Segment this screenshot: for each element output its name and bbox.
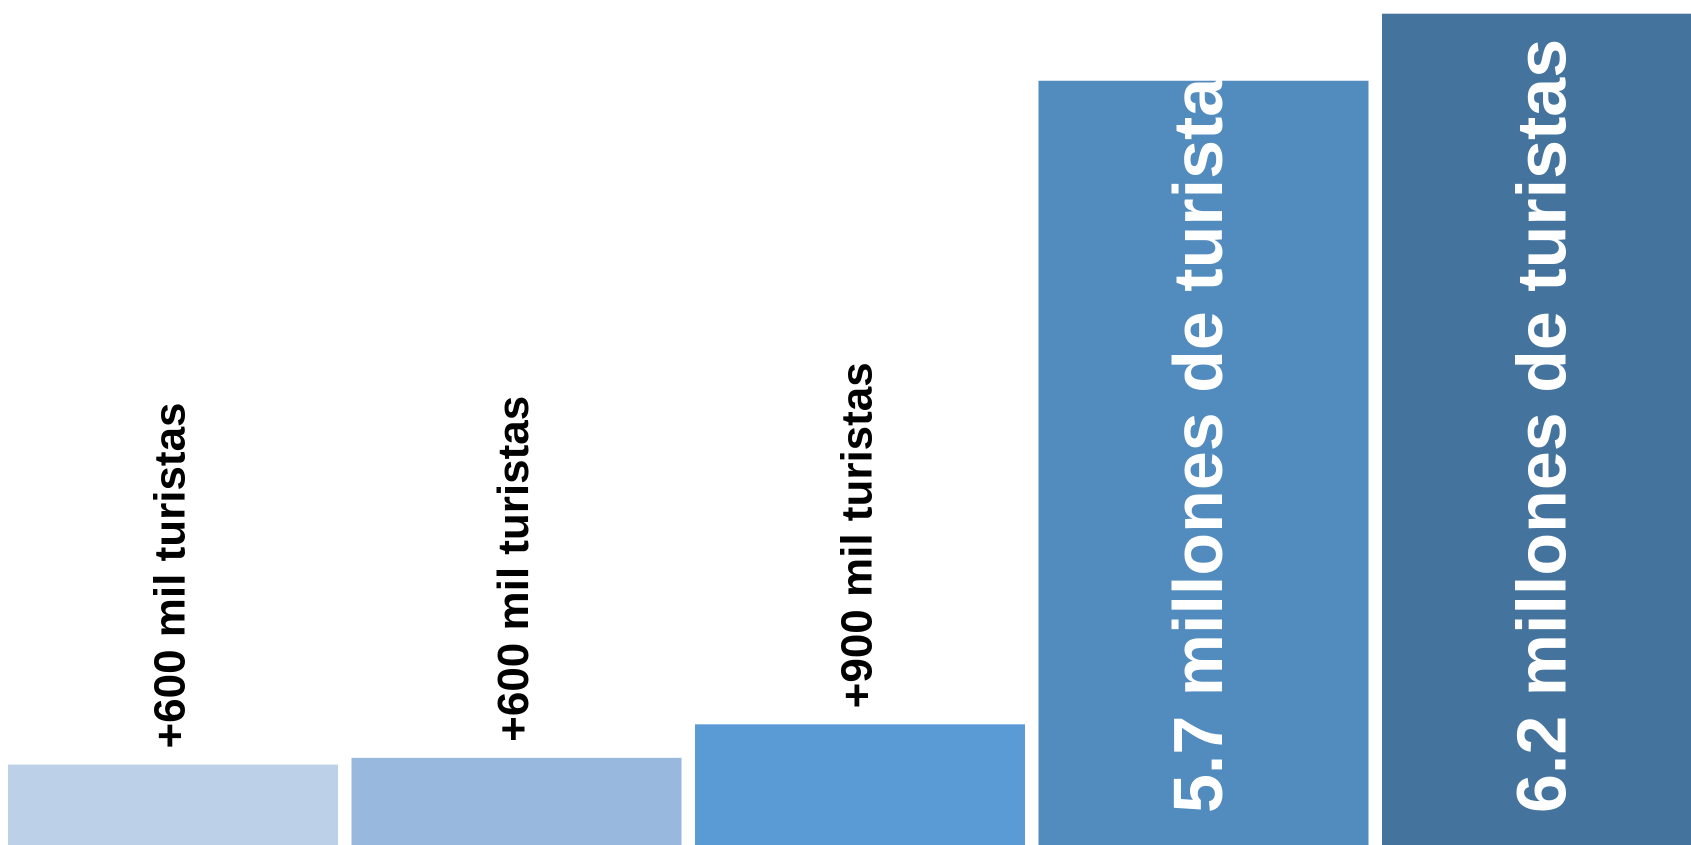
- bar-3: [695, 724, 1025, 845]
- data-label-1: +600 mil turistas: [146, 402, 195, 748]
- data-label-3: +900 mil turistas: [833, 362, 882, 708]
- bar-label-group-2: +600 mil turistas: [489, 396, 538, 742]
- bar-5: [1382, 13, 1691, 845]
- data-label-2: +600 mil turistas: [489, 396, 538, 742]
- bar-label-group-4: 5.7 millones de turistas: [1159, 39, 1237, 813]
- data-label-4: 5.7 millones de turistas: [1159, 39, 1237, 813]
- data-label-5: 6.2 millones de turistas: [1502, 39, 1580, 813]
- bar-4: [1038, 80, 1369, 845]
- bar-label-group-3: +900 mil turistas: [833, 362, 882, 708]
- bar-label-group-1: +600 mil turistas: [146, 402, 195, 748]
- bar-1: [8, 764, 338, 845]
- bar-label-group-5: 6.2 millones de turistas: [1502, 39, 1580, 813]
- bar-2: [351, 757, 682, 845]
